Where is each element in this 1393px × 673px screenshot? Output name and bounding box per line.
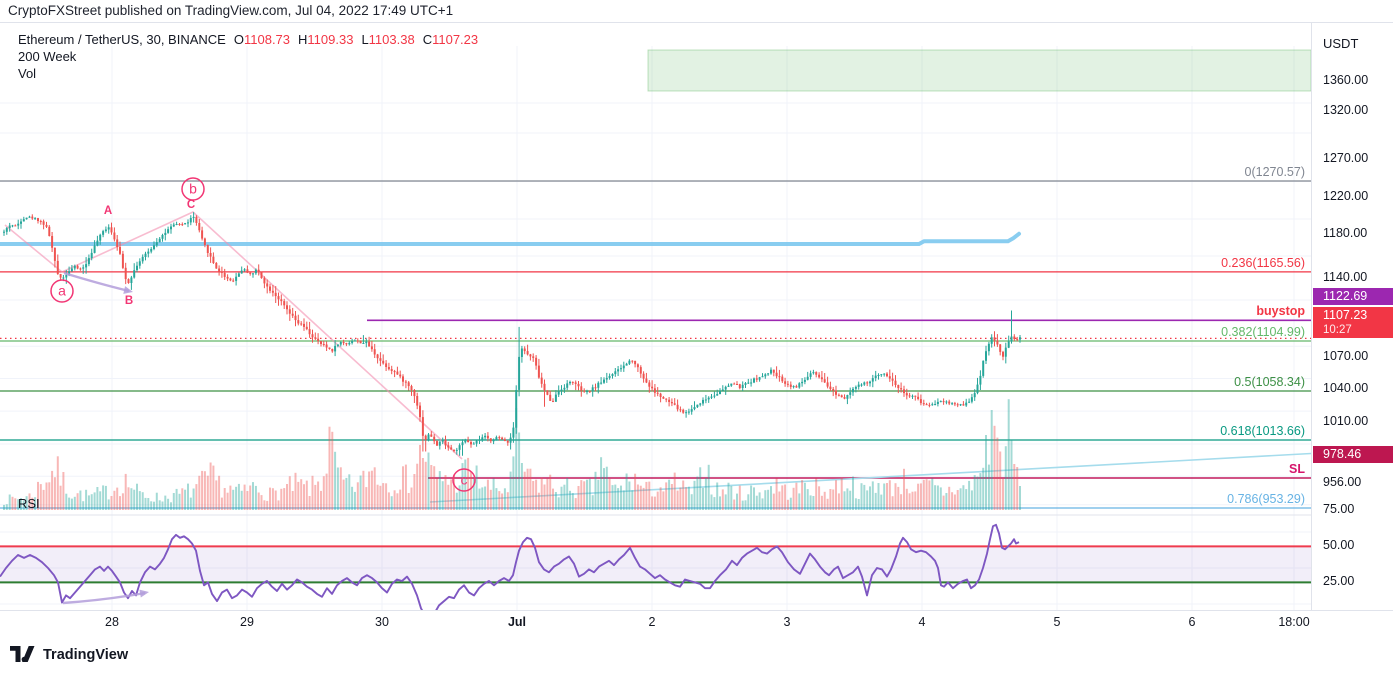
pink-wave-zigzag[interactable]	[4, 211, 463, 460]
price-tick-1270.00: 1270.00	[1323, 151, 1369, 166]
fib-label-4: 0.618(1013.66)	[1220, 424, 1305, 438]
cyan-trendline[interactable]	[429, 452, 1311, 503]
chart-legend: Ethereum / TetherUS, 30, BINANCE O1108.73…	[18, 32, 478, 83]
highlight-zone[interactable]	[647, 49, 1311, 92]
ma-200week-line[interactable]	[0, 231, 1021, 246]
wave-circle-a	[50, 279, 74, 303]
fib-label-5: 0.786(953.29)	[1227, 492, 1305, 506]
tradingview-logo[interactable]: TradingView	[10, 646, 128, 663]
ohlc-values: O1108.73 H1109.33 L1103.38 C1107.23	[226, 32, 478, 47]
time-tick-Jul: Jul	[507, 615, 527, 629]
last-price-badge: 1107.23 10:27	[1313, 307, 1393, 339]
legend-200week-row[interactable]: 200 Week	[18, 49, 478, 65]
rsi-indicator-label[interactable]: RSI	[18, 496, 40, 511]
time-tick-30: 30	[375, 615, 389, 629]
attribution-text: CryptoFXStreet published on TradingView.…	[8, 3, 454, 18]
wave-letter-a: a	[58, 283, 66, 299]
price-axis[interactable]: USDT 1360.00 1320.00 1270.00 1220.00 1180.00…	[1311, 23, 1393, 610]
time-tick-3: 3	[783, 615, 791, 629]
stop-loss-price-badge: 978.46	[1313, 446, 1393, 463]
time-tick-5: 5	[1053, 615, 1061, 629]
bar-countdown: 10:27	[1323, 324, 1352, 337]
symbol-title: Ethereum / TetherUS, 30, BINANCE	[18, 32, 226, 47]
axis-currency-label: USDT	[1323, 36, 1359, 51]
volume-indicator-label: Vol	[18, 66, 37, 81]
indicator-200week-label: 200 Week	[18, 49, 77, 64]
chart-canvas[interactable]: a b c A B C	[0, 23, 1311, 656]
fib-label-1: 0.236(1165.56)	[1221, 255, 1305, 270]
time-tick-29: 29	[240, 615, 254, 629]
price-tick-1360.00: 1360.00	[1323, 73, 1369, 87]
tradingview-logo-text: TradingView	[43, 646, 129, 663]
fib-label-0: 0(1270.57)	[1244, 165, 1305, 179]
wave-letter-C: C	[187, 199, 195, 211]
tradingview-logo-icon	[10, 646, 35, 662]
rsi-line	[0, 523, 1020, 620]
ohlc-o: O1108.73	[233, 32, 291, 47]
time-axis[interactable]: 28 29 30 Jul 2 3 4 5 6 18:00	[0, 610, 1393, 635]
price-tick-1320.00: 1320.00	[1323, 103, 1369, 117]
rsi-tick-25.00: 25.00	[1323, 574, 1355, 588]
price-tick-1220.00: 1220.00	[1323, 189, 1369, 203]
last-price-value: 1107.23	[1323, 308, 1368, 323]
ohlc-h: H1109.33	[298, 32, 354, 47]
volume-bars	[3, 399, 1021, 510]
ohlc-c: C1107.23	[422, 32, 479, 47]
price-tick-956.00: 956.00	[1323, 474, 1362, 489]
price-tick-1140.00: 1140.00	[1323, 270, 1368, 284]
wave-letter-b: b	[189, 181, 197, 197]
price-tick-1010.00: 1010.00	[1323, 413, 1369, 428]
rsi-tick-50.00: 50.00	[1323, 538, 1355, 552]
wave-labels[interactable]: a b c A B C	[50, 177, 476, 492]
stop-loss-label: SL	[1289, 462, 1305, 476]
fib-label-3: 0.5(1058.34)	[1234, 375, 1305, 389]
wave-letter-c: c	[461, 472, 468, 488]
buystop-price-badge: 1122.69	[1313, 288, 1393, 306]
fib-level-lines[interactable]	[0, 180, 1311, 509]
ohlc-l: L1103.38	[361, 32, 415, 47]
candles	[3, 212, 1021, 456]
price-tick-1070.00: 1070.00	[1323, 348, 1369, 363]
fib-label-2: 0.382(1104.99)	[1221, 325, 1305, 339]
time-tick-18:00: 18:00	[1278, 615, 1310, 629]
gridlines	[0, 46, 1311, 632]
rsi-band-fill	[0, 546, 1311, 583]
time-tick-6: 6	[1188, 615, 1196, 629]
legend-symbol-row[interactable]: Ethereum / TetherUS, 30, BINANCE O1108.73…	[18, 32, 478, 48]
rsi-tick-75.00: 75.00	[1323, 502, 1355, 516]
legend-volume-row[interactable]: Vol	[18, 66, 478, 82]
wave-letter-B: B	[125, 295, 133, 307]
price-tick-1180.00: 1180.00	[1323, 226, 1368, 240]
price-tick-1040.00: 1040.00	[1323, 381, 1369, 396]
wave-letter-A: A	[104, 205, 112, 217]
wave-circle-b	[181, 177, 205, 201]
buystop-label: buystop	[1256, 304, 1305, 319]
wave-circle-c	[452, 468, 476, 492]
time-tick-2: 2	[648, 615, 656, 629]
time-tick-4: 4	[918, 615, 926, 629]
annotation-arrows[interactable]	[62, 271, 149, 605]
time-tick-28: 28	[105, 615, 119, 629]
